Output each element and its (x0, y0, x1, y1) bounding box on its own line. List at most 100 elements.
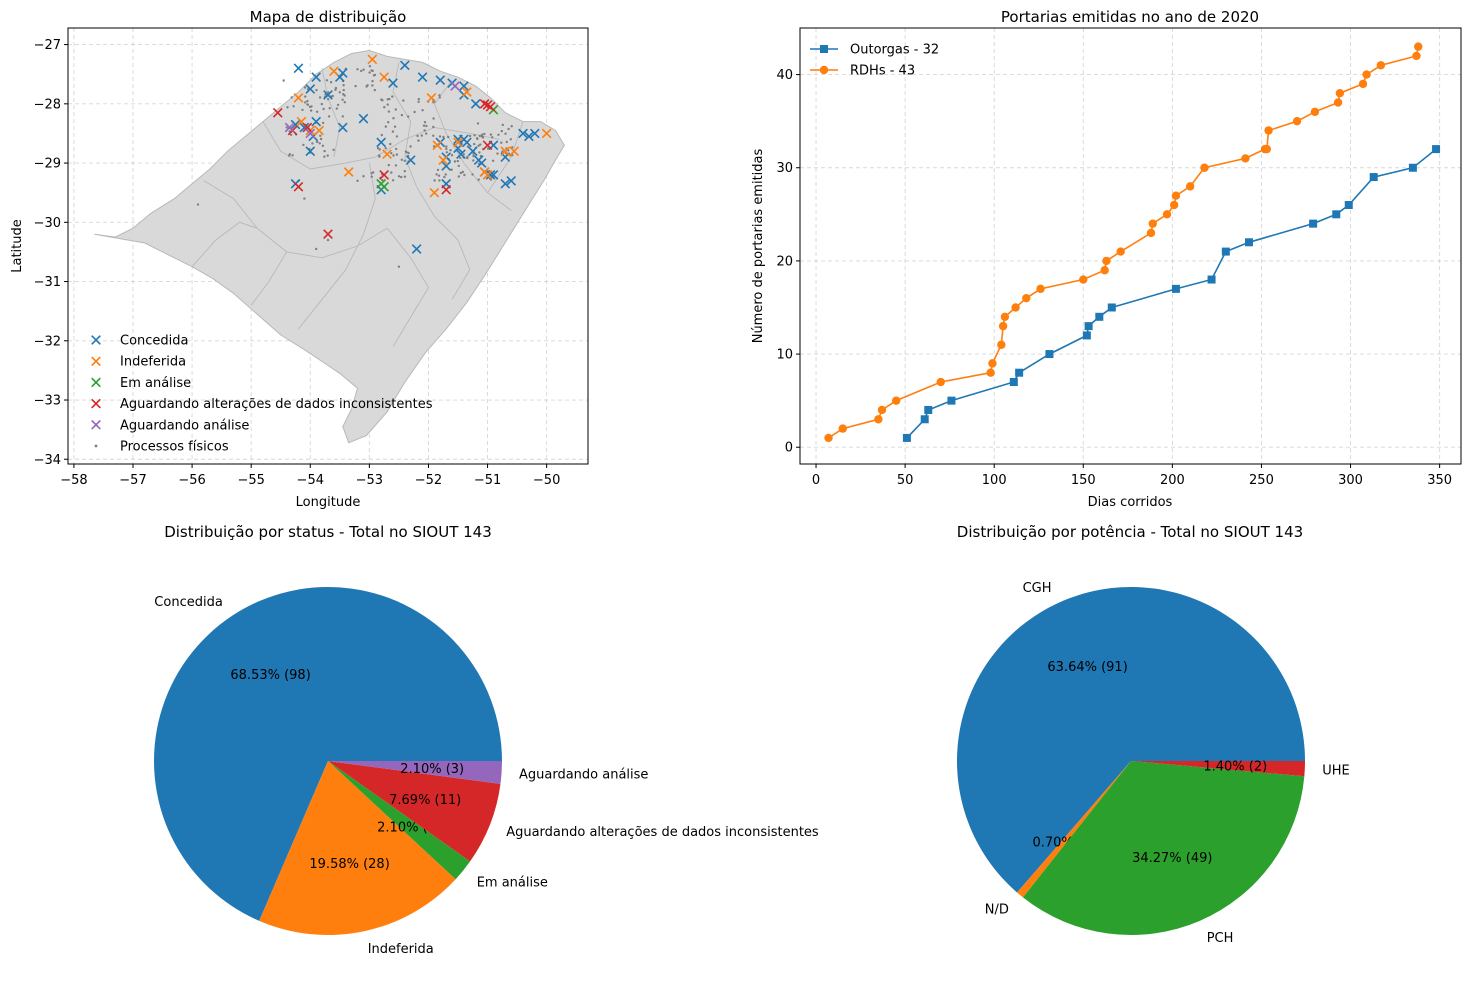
pie-slice-uhe (1131, 761, 1305, 777)
physical-process-dot (435, 173, 438, 176)
series-point-circle (892, 396, 901, 405)
physical-process-dot (315, 140, 319, 144)
physical-process-dot (501, 123, 504, 127)
map-marker-ff7f0e (429, 187, 440, 198)
physical-process-dot (381, 99, 384, 102)
map-legend-marker (91, 419, 101, 430)
physical-process-dot (304, 95, 307, 98)
physical-process-dot (326, 98, 330, 101)
map-marker-ff7f0e (432, 140, 443, 151)
map-ytick-label: −27 (34, 38, 61, 53)
series-point-circle (998, 321, 1008, 331)
physical-process-dot (432, 134, 435, 137)
series-point-circle (1362, 70, 1371, 79)
region-border (433, 79, 512, 211)
line-xtick-label: 200 (1160, 473, 1185, 488)
physical-process-dot (380, 133, 383, 137)
series-point-circle (1335, 89, 1345, 98)
physical-process-dot (292, 105, 295, 108)
map-marker-1f77b4 (467, 146, 478, 157)
line-legend-label: Outorgas - 32 (850, 43, 939, 58)
map-marker-1f77b4 (529, 128, 540, 139)
physical-process-dot (373, 88, 376, 92)
map-marker-1f77b4 (518, 128, 528, 139)
physical-process-dot (326, 154, 329, 157)
pie-label: Concedida (154, 595, 223, 610)
physical-process-dot (497, 133, 500, 136)
physical-process-dot (425, 132, 428, 135)
map-legend-label: Indeferida (120, 355, 186, 370)
physical-process-dot (477, 178, 480, 181)
physical-process-dot (450, 154, 454, 157)
physical-process-dot (390, 171, 393, 174)
map-marker-1f77b4 (524, 131, 534, 142)
physical-process-dot (395, 147, 398, 151)
map-marker-1f77b4 (506, 175, 517, 186)
physical-process-dot (377, 154, 381, 157)
physical-process-dot (421, 109, 424, 112)
series-point-circle (1148, 219, 1157, 228)
physical-process-dot (438, 179, 441, 182)
physical-process-dot (342, 88, 345, 92)
physical-process-dot (371, 84, 374, 87)
series-point-circle (877, 405, 887, 415)
series-point-square (1045, 350, 1054, 359)
pie-autopct: 63.64% (91) (1047, 660, 1127, 675)
series-point-square (1369, 173, 1378, 182)
series-point-circle (1333, 98, 1343, 107)
map-ytick-label: −32 (34, 334, 61, 349)
physical-process-dot (329, 81, 333, 84)
physical-process-dot (504, 132, 507, 135)
physical-process-dot (413, 110, 416, 114)
map-marker-1f77b4 (290, 119, 301, 130)
physical-process-dot (321, 144, 325, 147)
physical-process-dots (196, 65, 514, 268)
map-marker-1f77b4 (459, 134, 469, 145)
region-border (250, 251, 287, 306)
map-legend-marker (91, 377, 101, 388)
map-axes-frame (67, 27, 589, 465)
physical-process-dot (472, 159, 475, 162)
series-point-square (1082, 331, 1091, 340)
physical-process-dot (500, 129, 503, 133)
physical-process-dot (507, 127, 510, 131)
physical-process-dot (422, 124, 426, 127)
physical-process-dot (334, 86, 338, 90)
physical-process-dot (289, 133, 293, 136)
physical-process-dot (449, 149, 452, 152)
physical-process-dot (318, 142, 321, 145)
physical-process-dot (368, 71, 371, 74)
map-marker-ff7f0e (382, 149, 392, 160)
region-border (191, 221, 258, 267)
physical-process-dot (478, 151, 481, 154)
pie-slice-aguardando-an-lise (328, 761, 502, 784)
map-marker-d62728 (272, 107, 283, 118)
physical-process-dot (303, 197, 306, 200)
map-marker-1f77b4 (311, 72, 322, 83)
series-point-square (920, 415, 929, 424)
pie-label: PCH (1207, 931, 1234, 946)
physical-process-dot (477, 144, 480, 147)
physical-process-dot (387, 121, 390, 124)
physical-process-dot (290, 96, 293, 99)
physical-process-dot (286, 106, 289, 109)
series-point-square (902, 433, 911, 442)
region-border (392, 62, 459, 241)
physical-process-dot (338, 91, 341, 94)
physical-process-dot (476, 137, 479, 141)
map-xtick-label: −51 (474, 473, 501, 488)
physical-process-dot (423, 121, 427, 124)
physical-process-dot (457, 164, 460, 168)
map-ytick-label: −28 (34, 97, 61, 112)
physical-process-dot (425, 124, 428, 128)
physical-process-dot (282, 79, 285, 82)
physical-process-dot (389, 142, 392, 146)
line-xtick-label: 50 (897, 473, 914, 488)
series-point-circle (1310, 107, 1320, 117)
map-title: Mapa de distribuição (250, 8, 407, 26)
physical-process-dot (384, 125, 387, 128)
pie-label: CGH (1023, 581, 1052, 596)
map-xtick-label: −57 (119, 473, 146, 488)
map-marker-1f77b4 (459, 81, 469, 91)
physical-process-dot (341, 98, 344, 101)
